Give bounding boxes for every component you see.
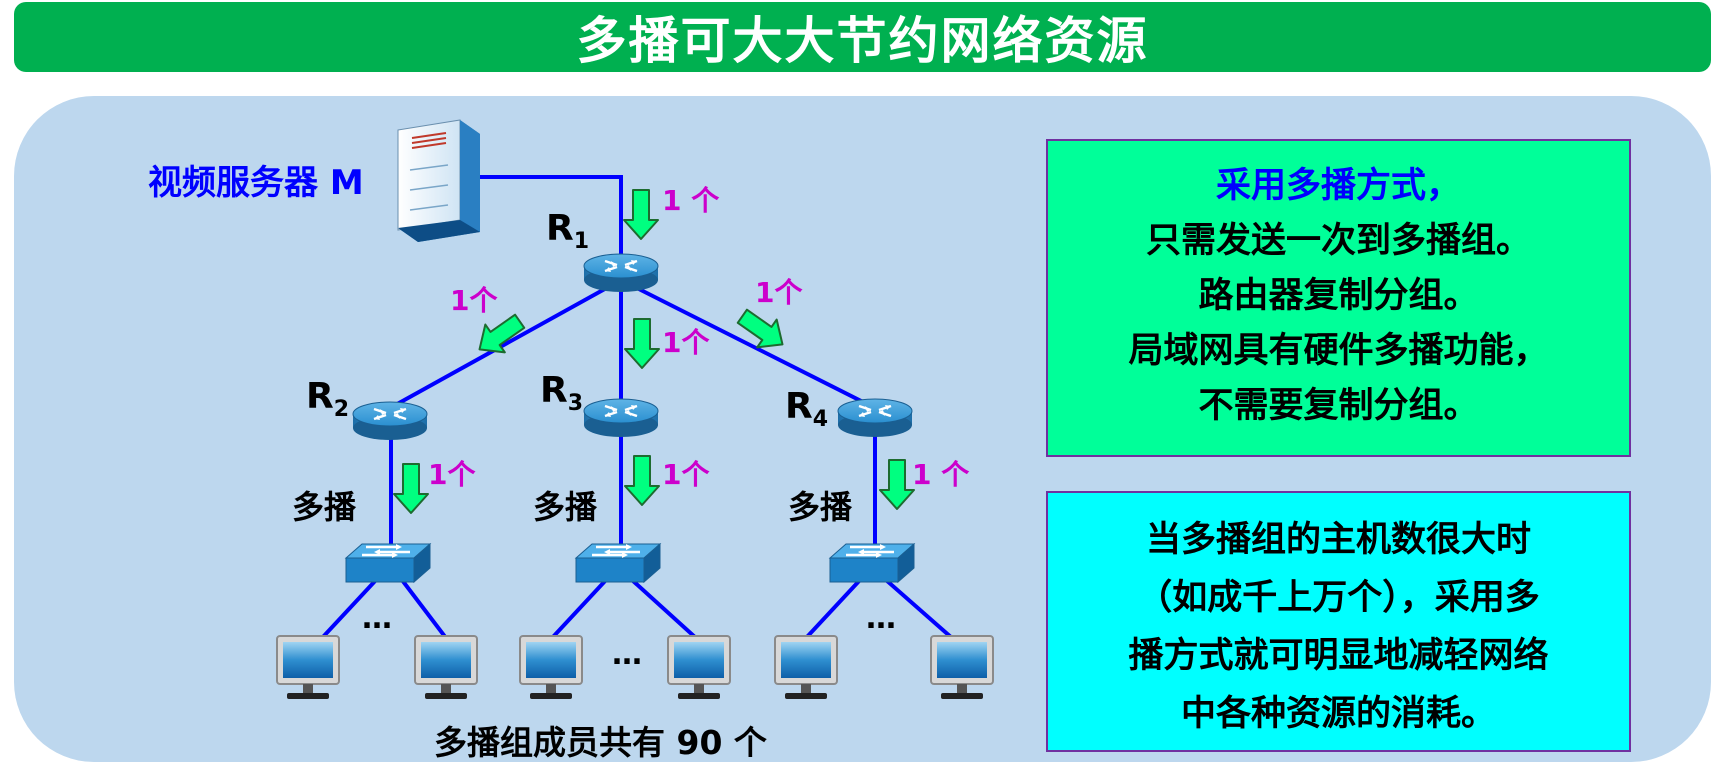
down-arrow-icon: [879, 459, 915, 510]
switch-icon: [344, 542, 432, 584]
link-sw4-pc: [884, 578, 954, 640]
link-m-r1: [478, 175, 623, 262]
router-label-r2: R2: [306, 376, 349, 422]
packet-label: 1个: [755, 276, 803, 309]
switch-icon: [828, 542, 916, 584]
info-line: 当多播组的主机数很大时: [1145, 520, 1531, 560]
packet-label: 1个: [662, 326, 710, 359]
network-links: [320, 175, 954, 640]
down-arrow-icon: [624, 318, 660, 369]
multicast-label: 多播: [292, 488, 357, 526]
down-arrow-icon: [623, 189, 659, 240]
ellipsis-text: …: [612, 637, 642, 672]
ellipsis-text: …: [362, 601, 392, 636]
link-sw2-pc: [320, 578, 378, 640]
monitor-icon: [667, 635, 731, 700]
router-icon: [582, 397, 660, 439]
page-title: 多播可大大节约网络资源: [576, 12, 1149, 70]
info-line: （如成千上万个），采用多: [1137, 578, 1540, 618]
server-icon: [397, 119, 480, 242]
switch-icon: [574, 542, 662, 584]
packet-label: 1 个: [662, 184, 720, 217]
info-line: 只需发送一次到多播组。: [1145, 221, 1531, 261]
link-r1-r4: [620, 278, 876, 410]
monitor-icon: [519, 635, 583, 700]
monitor-icon: [930, 635, 994, 700]
packet-label: 1个: [662, 458, 710, 491]
link-r1-r2: [389, 278, 622, 410]
router-icon: [582, 252, 660, 294]
packet-label: 1个: [428, 458, 476, 491]
link-sw3-pc: [630, 578, 698, 640]
multicast-label: 多播: [788, 488, 853, 526]
down-arrow-icon: [393, 463, 429, 514]
multicast-label: 多播: [533, 488, 598, 526]
info-line: 不需要复制分组。: [1198, 386, 1479, 426]
info-line: 路由器复制分组。: [1198, 276, 1479, 316]
info-box-large-group: 当多播组的主机数很大时 （如成千上万个），采用多 播方式就可明显地减轻网络 中各…: [1046, 491, 1631, 752]
down-arrow-icon: [624, 455, 660, 506]
ellipsis-text: …: [866, 601, 896, 636]
info-line: 采用多播方式，: [1215, 166, 1461, 206]
info-line: 播方式就可明显地减轻网络: [1128, 636, 1549, 676]
monitor-icon: [414, 635, 478, 700]
link-sw4-pc: [804, 578, 862, 640]
link-sw3-pc: [550, 578, 608, 640]
info-line: 局域网具有硬件多播功能，: [1128, 331, 1549, 371]
monitor-icon: [774, 635, 838, 700]
packet-label: 1个: [450, 284, 498, 317]
monitor-icon: [276, 635, 340, 700]
router-icon: [351, 400, 429, 442]
router-label-r1: R1: [546, 208, 589, 254]
router-label-r3: R3: [540, 370, 583, 416]
info-line: 中各种资源的消耗。: [1180, 694, 1496, 734]
router-icon: [836, 397, 914, 439]
title-bar: 多播可大大节约网络资源: [14, 2, 1711, 72]
info-box-multicast: 采用多播方式， 只需发送一次到多播组。 路由器复制分组。 局域网具有硬件多播功能…: [1046, 139, 1631, 457]
members-label: 多播组成员共有 90 个: [434, 723, 767, 762]
link-sw2-pc: [400, 578, 448, 640]
packet-label: 1 个: [912, 458, 970, 491]
server-label: 视频服务器 M: [148, 163, 364, 203]
router-label-r4: R4: [785, 386, 828, 432]
